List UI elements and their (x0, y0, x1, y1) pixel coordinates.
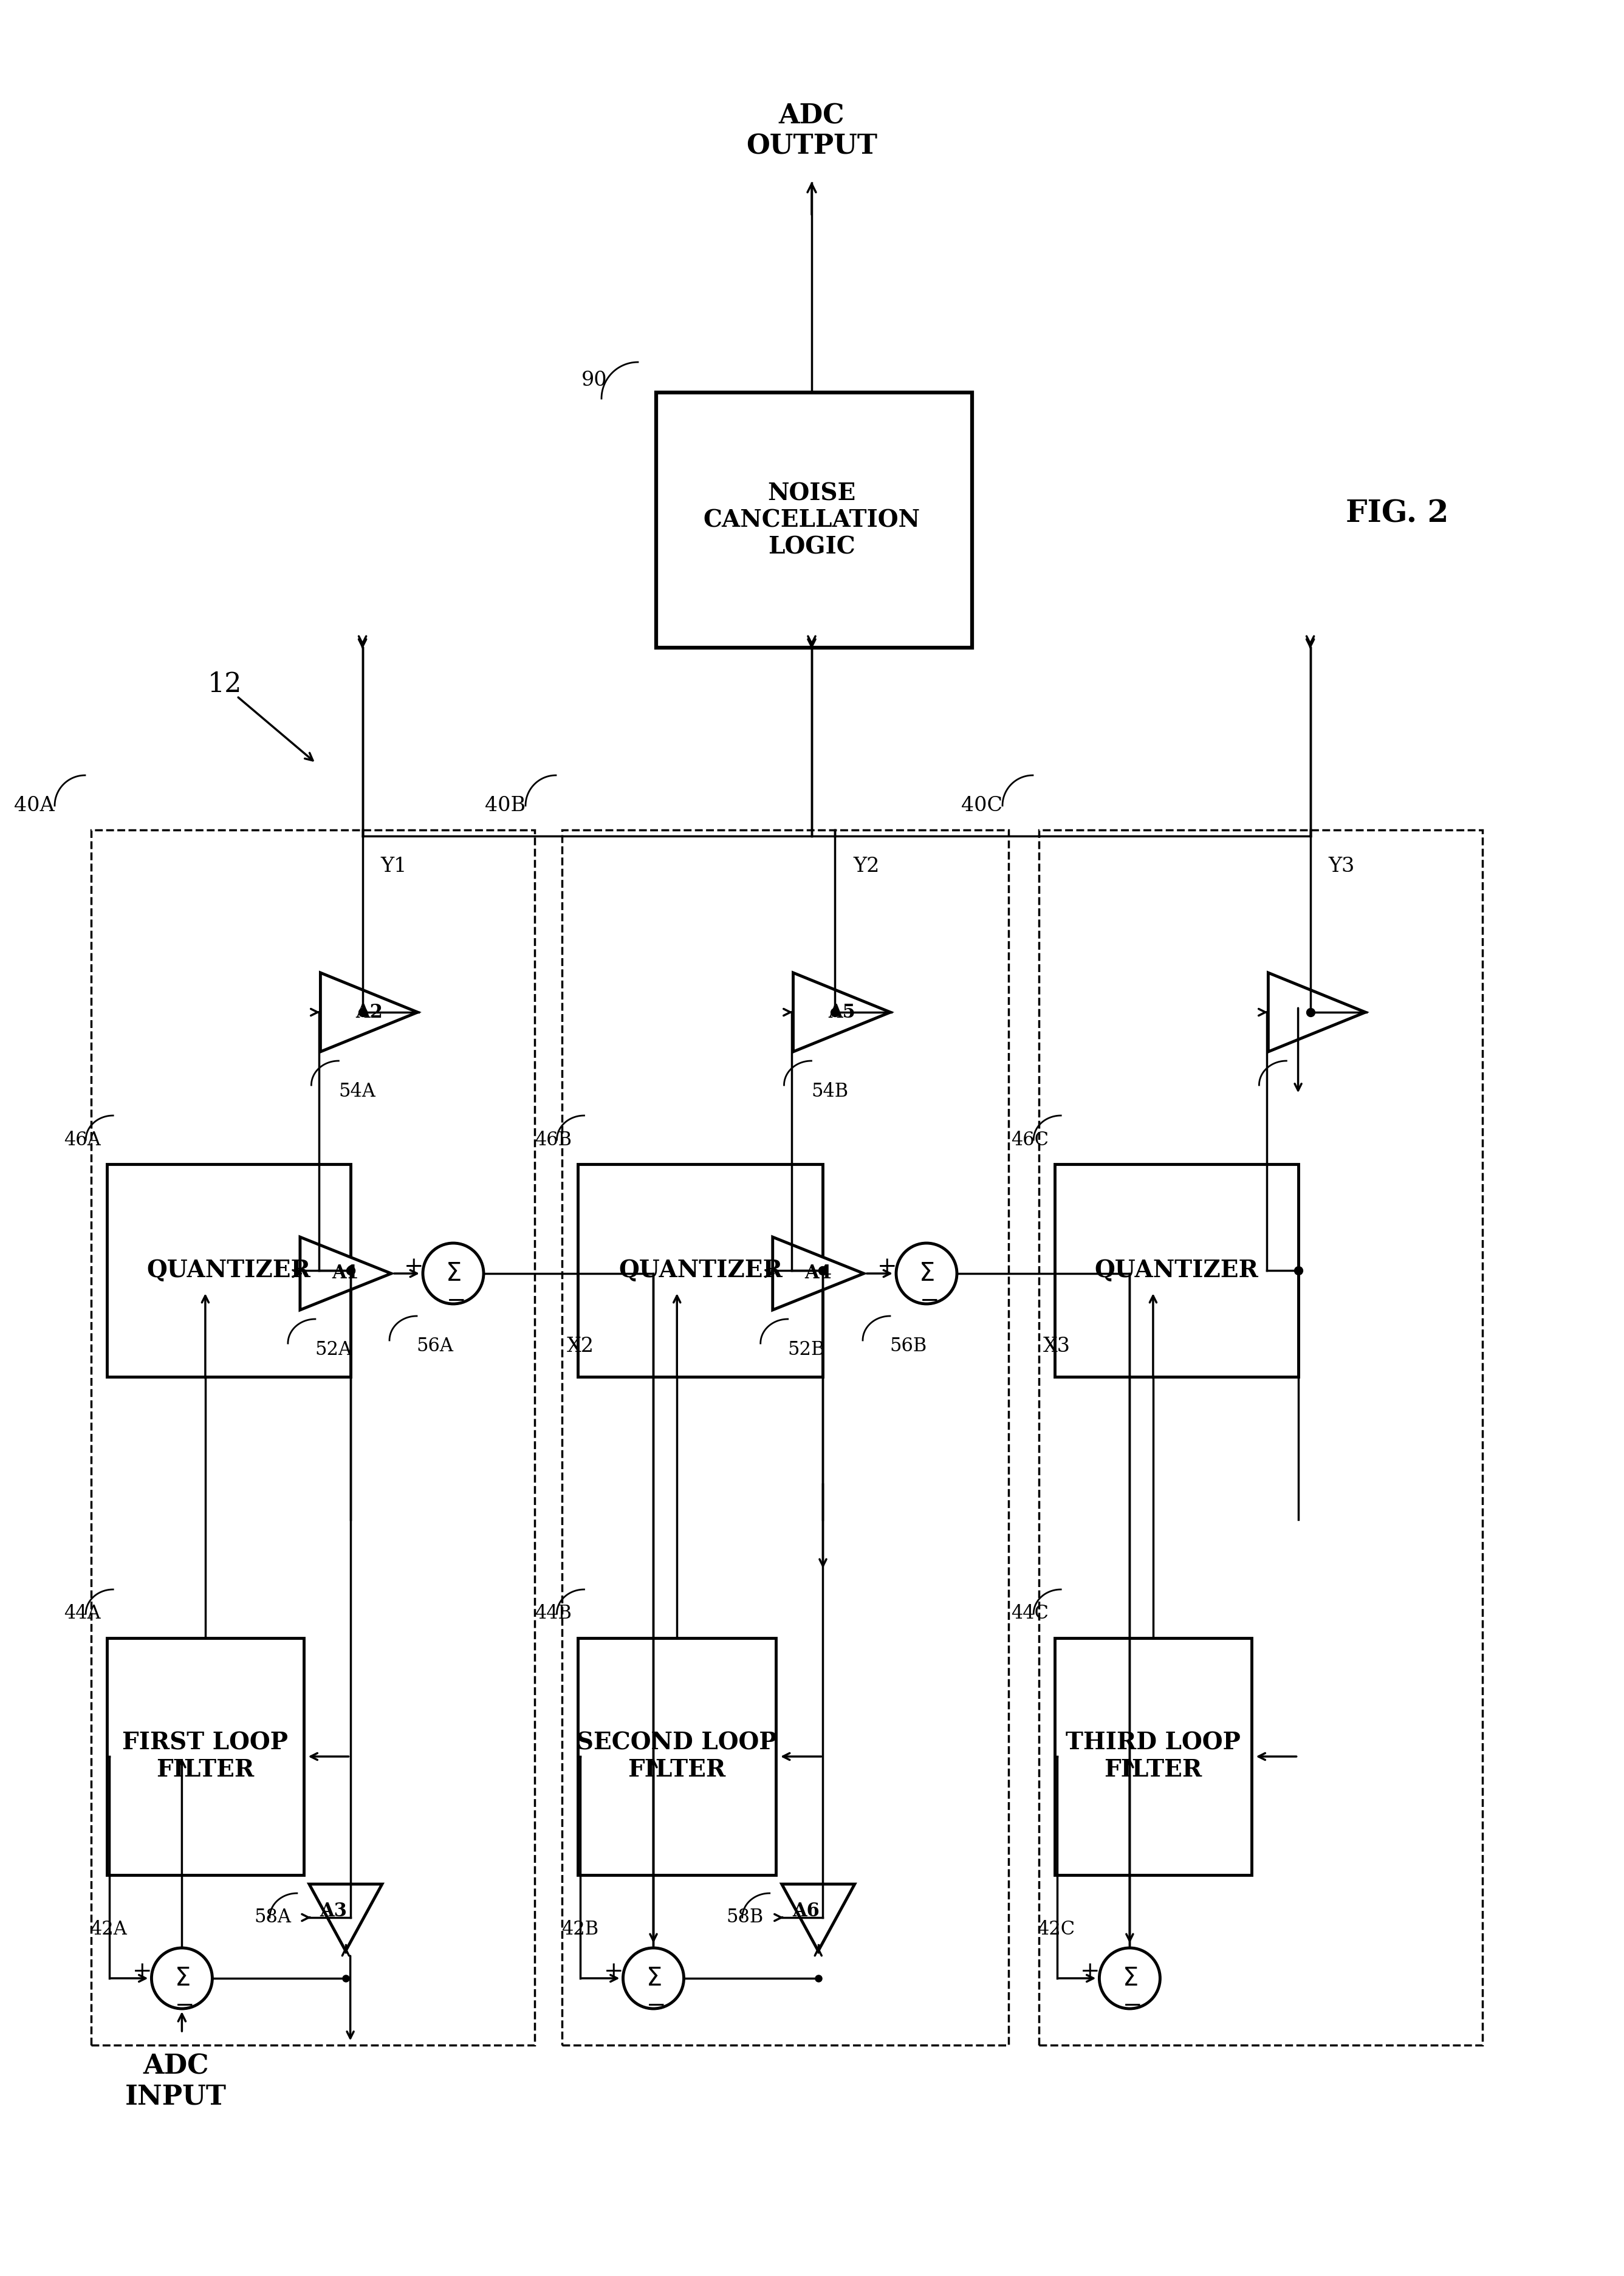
Text: 58B: 58B (726, 1907, 763, 1928)
Text: 42C: 42C (1038, 1921, 1075, 1939)
Text: 54A: 54A (338, 1081, 375, 1102)
Text: 46C: 46C (1012, 1131, 1049, 1149)
Text: QUANTIZER: QUANTIZER (1095, 1259, 1259, 1281)
Bar (107, 1639, 304, 1875)
Bar (578, 1639, 776, 1875)
Bar (562, 831, 1009, 2046)
Text: $\Sigma$: $\Sigma$ (919, 1261, 934, 1286)
Text: THIRD LOOP
FILTER: THIRD LOOP FILTER (1065, 1732, 1241, 1782)
Text: 58A: 58A (253, 1907, 291, 1928)
Text: 40A: 40A (15, 797, 55, 815)
Text: 56B: 56B (890, 1336, 927, 1356)
Polygon shape (320, 972, 417, 1052)
Bar (656, 391, 973, 649)
Text: 40C: 40C (961, 797, 1002, 815)
Text: 54B: 54B (810, 1081, 848, 1102)
Text: X2: X2 (567, 1336, 594, 1356)
Text: +: + (404, 1256, 424, 1279)
Text: QUANTIZER: QUANTIZER (146, 1259, 310, 1281)
Text: 44A: 44A (63, 1605, 101, 1623)
Text: 44C: 44C (1012, 1605, 1049, 1623)
Text: 46A: 46A (63, 1131, 101, 1149)
Text: 44B: 44B (534, 1605, 572, 1623)
Text: −: − (1122, 1994, 1143, 2017)
Text: 40B: 40B (486, 797, 526, 815)
Text: ADC
INPUT: ADC INPUT (125, 2053, 227, 2110)
Text: QUANTIZER: QUANTIZER (619, 1259, 783, 1281)
Circle shape (422, 1243, 484, 1304)
Text: 56A: 56A (416, 1336, 453, 1356)
Text: NOISE
CANCELLATION
LOGIC: NOISE CANCELLATION LOGIC (703, 483, 921, 558)
Text: ADC
OUTPUT: ADC OUTPUT (745, 102, 877, 159)
Text: $\Sigma$: $\Sigma$ (1122, 1966, 1137, 1992)
Text: +: + (604, 1962, 624, 1982)
Circle shape (624, 1948, 684, 2010)
Text: A6: A6 (793, 1903, 820, 1921)
Text: −: − (919, 1290, 939, 1311)
Polygon shape (1268, 972, 1366, 1052)
Text: Y1: Y1 (380, 856, 408, 876)
Bar (1056, 1639, 1252, 1875)
Polygon shape (793, 972, 890, 1052)
Text: 42A: 42A (91, 1921, 127, 1939)
Text: Y3: Y3 (1328, 856, 1354, 876)
Bar (578, 1163, 823, 1377)
Text: 42B: 42B (562, 1921, 599, 1939)
Text: Y2: Y2 (853, 856, 880, 876)
Polygon shape (300, 1238, 391, 1311)
Circle shape (1099, 1948, 1160, 2010)
Circle shape (151, 1948, 213, 2010)
Text: −: − (175, 1994, 195, 2017)
Bar (1039, 831, 1483, 2046)
Text: A3: A3 (320, 1903, 348, 1921)
Text: 52A: 52A (315, 1341, 352, 1359)
Text: FIG. 2: FIG. 2 (1346, 498, 1449, 528)
Text: −: − (447, 1290, 466, 1311)
Text: SECOND LOOP
FILTER: SECOND LOOP FILTER (577, 1732, 778, 1782)
Text: 52B: 52B (788, 1341, 825, 1359)
Bar (107, 1163, 351, 1377)
Circle shape (896, 1243, 957, 1304)
Text: 90: 90 (581, 371, 607, 389)
Text: 12: 12 (208, 671, 242, 696)
Text: +: + (877, 1256, 896, 1279)
Text: −: − (646, 1994, 666, 2017)
Polygon shape (781, 1885, 854, 1951)
Polygon shape (309, 1885, 382, 1951)
Text: A5: A5 (828, 1004, 856, 1022)
Text: FIRST LOOP
FILTER: FIRST LOOP FILTER (122, 1732, 287, 1782)
Text: $\Sigma$: $\Sigma$ (646, 1966, 661, 1992)
Text: +: + (133, 1962, 153, 1982)
Text: A2: A2 (356, 1004, 383, 1022)
Bar (91, 831, 534, 2046)
Text: X3: X3 (1043, 1336, 1070, 1356)
Bar (1056, 1163, 1298, 1377)
Text: A1: A1 (331, 1263, 359, 1284)
Text: $\Sigma$: $\Sigma$ (445, 1261, 461, 1286)
Polygon shape (773, 1238, 864, 1311)
Text: A4: A4 (804, 1263, 831, 1284)
Text: +: + (1080, 1962, 1099, 1982)
Text: $\Sigma$: $\Sigma$ (174, 1966, 190, 1992)
Text: 46B: 46B (534, 1131, 572, 1149)
